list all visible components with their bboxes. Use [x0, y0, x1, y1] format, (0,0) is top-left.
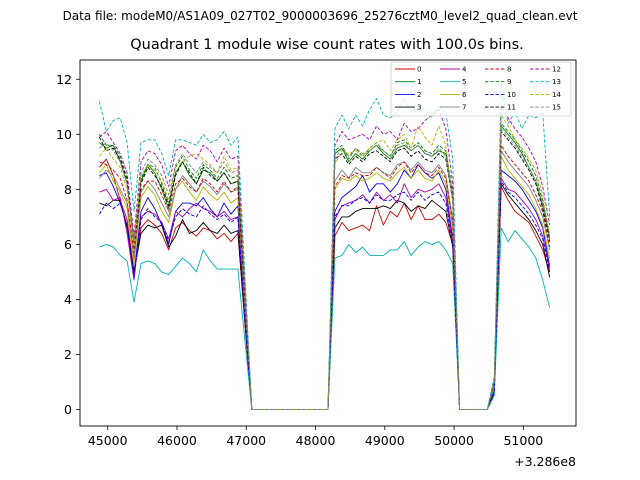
x-tick-label: 48000 [296, 433, 336, 448]
series-line-14 [99, 114, 551, 410]
x-tick-label: 47000 [226, 433, 266, 448]
legend-label-4: 4 [462, 66, 467, 74]
plot-area: 45000 46000 47000 48000 49000 50000 51000 0 2 4 6 8… [56, 59, 577, 448]
series-line-11 [98, 131, 551, 410]
legend-label-15: 15 [552, 104, 561, 112]
legend-label-7: 7 [462, 104, 466, 112]
x-tick-label: 46000 [157, 433, 197, 448]
y-tick-label: 12 [56, 72, 72, 87]
series-line-5 [99, 227, 551, 410]
series-line-9 [99, 122, 551, 410]
legend-label-12: 12 [552, 66, 561, 74]
x-tick-label: 49000 [365, 433, 405, 448]
y-tick-label: 2 [64, 347, 72, 362]
legend-label-0: 0 [417, 66, 421, 74]
legend-label-11: 11 [507, 104, 516, 112]
series-line-12 [99, 106, 551, 410]
x-tick-label: 51000 [503, 433, 543, 448]
series-line-8 [99, 144, 551, 410]
x-tick-label: 50000 [434, 433, 474, 448]
y-tick-label: 8 [64, 182, 72, 197]
legend-label-5: 5 [462, 78, 466, 86]
chart-title: Quadrant 1 module wise count rates with … [130, 37, 524, 53]
y-tick-label: 6 [64, 237, 72, 252]
legend-label-10: 10 [507, 91, 516, 99]
legend-label-6: 6 [462, 91, 467, 99]
legend-label-8: 8 [507, 66, 511, 74]
x-offset-label: +3.286e8 [514, 454, 576, 469]
data-file-label: Data file: modeM0/AS1A09_027T02_90000036… [63, 9, 578, 23]
series-line-10 [99, 180, 551, 410]
legend-label-3: 3 [417, 104, 421, 112]
series-line-15 [99, 128, 551, 410]
plot-frame [79, 59, 577, 427]
y-tick-label: 4 [64, 292, 72, 307]
legend-label-14: 14 [552, 91, 561, 99]
series-line-1 [99, 125, 551, 410]
x-tick-label: 45000 [88, 433, 128, 448]
series-line-13 [98, 84, 551, 410]
series-line-3 [99, 183, 551, 410]
series-lines [98, 84, 551, 410]
y-tick-label: 0 [64, 402, 72, 417]
legend-label-9: 9 [507, 78, 511, 86]
y-tick-label: 10 [56, 127, 72, 142]
legend-label-2: 2 [417, 91, 421, 99]
legend-box [390, 61, 572, 117]
legend-label-13: 13 [552, 78, 561, 86]
legend-label-1: 1 [417, 78, 421, 86]
